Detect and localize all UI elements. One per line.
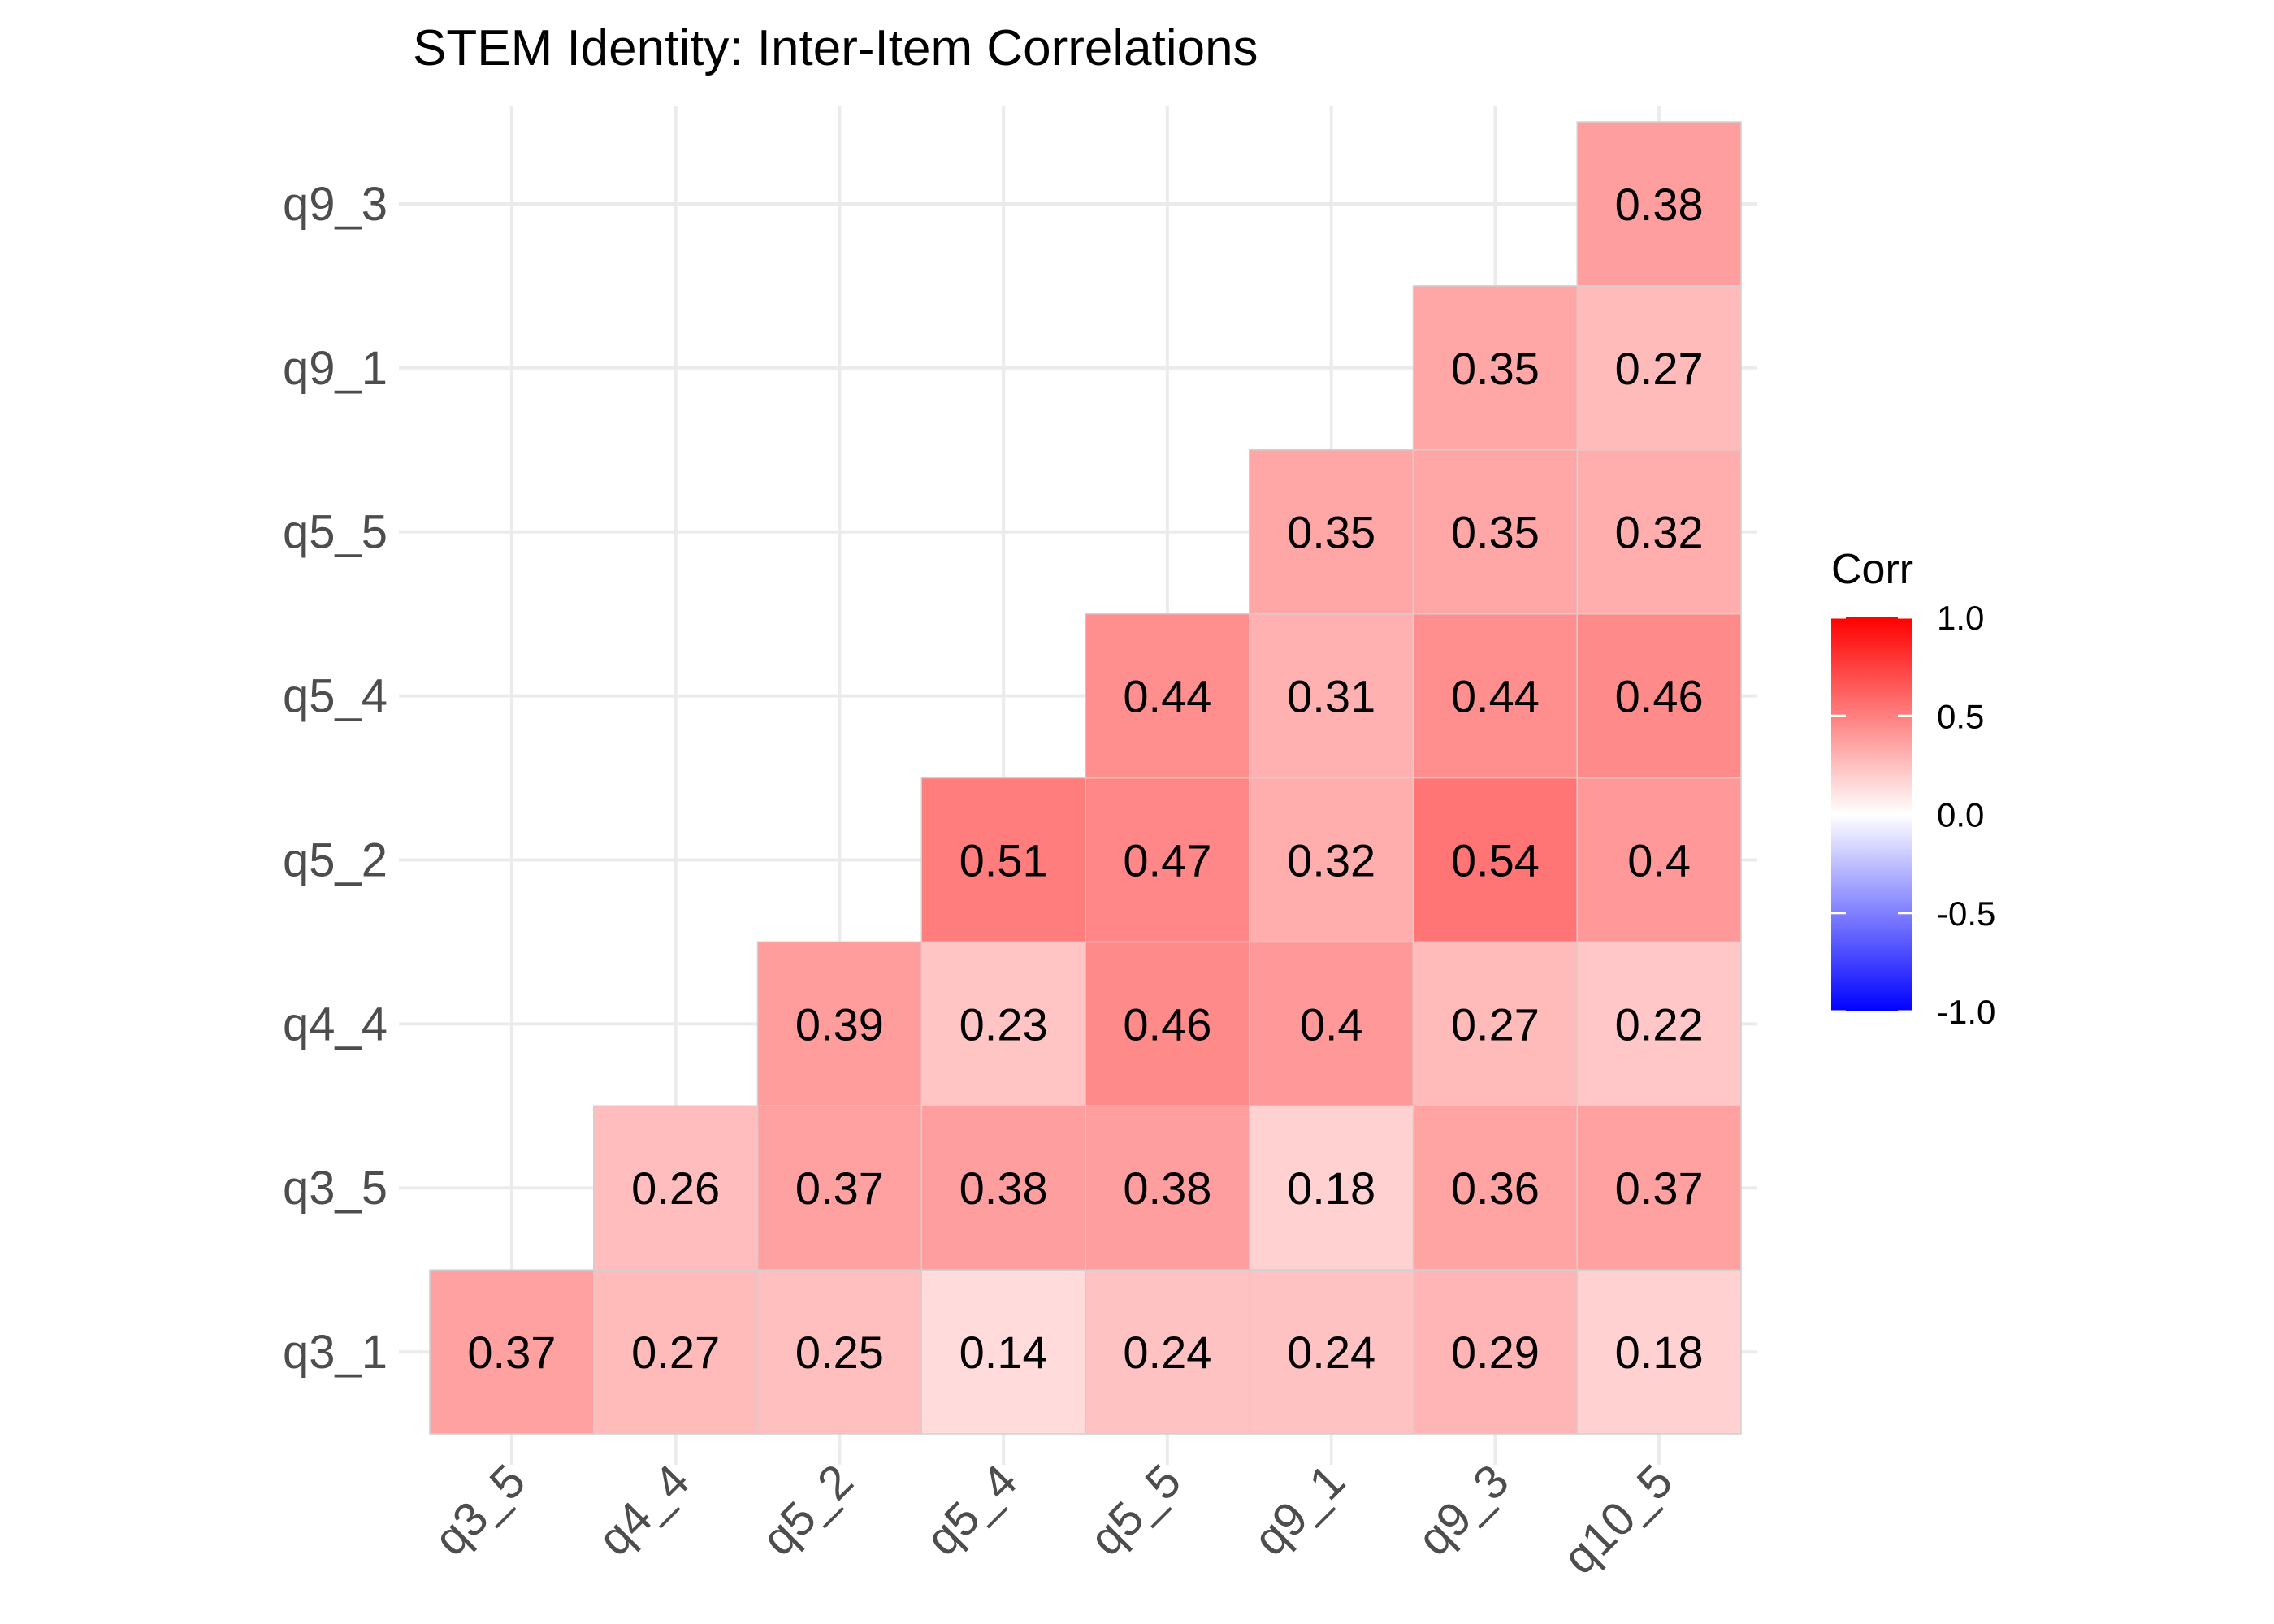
cell-value-label: 0.32	[1287, 834, 1375, 886]
heatmap-tile	[756, 1269, 922, 1435]
cell-value-label: 0.27	[631, 1327, 720, 1378]
cell-value-label: 0.26	[631, 1163, 720, 1214]
heatmap-tile	[920, 777, 1086, 943]
heatmap-tile	[1412, 1105, 1578, 1271]
heatmap-tile	[1576, 1105, 1742, 1271]
cell-value-label: 0.38	[1123, 1163, 1211, 1214]
heatmap-tile	[593, 1105, 759, 1271]
legend-tick-label: 1.0	[1937, 599, 1984, 637]
heatmap-tile	[756, 1105, 922, 1271]
cell-value-label: 0.27	[1451, 998, 1540, 1050]
cell-value-label: 0.22	[1615, 998, 1704, 1050]
x-axis: q3_5 q4_4 q5_2 q5_4 q5_5 q9_1 q9_3 q10_5	[424, 1450, 1683, 1584]
y-tick-label: q3_5	[283, 1162, 388, 1215]
y-tick-label: q5_2	[283, 834, 388, 886]
cell-labels: 0.37 0.27 0.25 0.14 0.24 0.24 0.29 0.18 0.26 0.37…	[467, 179, 1703, 1378]
cell-value-label: 0.38	[1615, 179, 1704, 230]
cell-value-label: 0.35	[1451, 507, 1540, 558]
cell-value-label: 0.18	[1287, 1163, 1375, 1214]
cell-value-label: 0.37	[795, 1163, 884, 1214]
heatmap-tile	[1085, 941, 1250, 1106]
x-tick-label: q5_4	[916, 1454, 1027, 1566]
cell-value-label: 0.44	[1123, 671, 1211, 722]
cell-value-label: 0.35	[1287, 507, 1375, 558]
cell-value-label: 0.27	[1615, 343, 1704, 394]
cell-value-label: 0.25	[795, 1327, 884, 1378]
y-tick-label: q5_4	[283, 670, 388, 723]
heatmap-tile	[1085, 613, 1250, 779]
x-tick-label: q9_1	[1244, 1454, 1355, 1566]
y-axis: q3_1 q3_5 q4_4 q5_2 q5_4 q5_5 q9_1 q9_3	[283, 178, 414, 1379]
heatmap-tile	[1249, 613, 1414, 779]
x-tick-label: q5_5	[1080, 1454, 1191, 1566]
heatmap-tile	[920, 1105, 1086, 1271]
heatmap-tile	[1576, 1269, 1742, 1435]
cell-value-label: 0.54	[1451, 834, 1540, 886]
cell-value-label: 0.24	[1287, 1327, 1375, 1378]
cell-value-label: 0.36	[1451, 1163, 1540, 1214]
heatmap-tile	[1412, 941, 1578, 1106]
heatmap-tile	[1576, 613, 1742, 779]
cell-value-label: 0.31	[1287, 671, 1375, 722]
cell-value-label: 0.44	[1451, 671, 1540, 722]
heatmap-tiles	[429, 121, 1742, 1435]
x-tick-label: q10_5	[1553, 1454, 1683, 1584]
heatmap-tile	[1576, 121, 1742, 287]
cell-value-label: 0.38	[959, 1163, 1048, 1214]
cell-value-label: 0.46	[1123, 998, 1211, 1050]
legend: Corr 1.0 0.5 0.0 -0.5 -1.0	[1831, 546, 1995, 1031]
cell-value-label: 0.4	[1627, 834, 1691, 886]
legend-tick-label: 0.5	[1937, 697, 1984, 735]
heatmap-tile	[1085, 1269, 1250, 1435]
chart-title: STEM Identity: Inter-Item Correlations	[413, 20, 1258, 76]
heatmap-tile	[1412, 449, 1578, 615]
heatmap-tile	[756, 941, 922, 1106]
heatmap-tile	[1576, 941, 1742, 1106]
y-tick-label: q9_1	[283, 342, 388, 395]
heatmap-tile	[1576, 777, 1742, 943]
x-tick-label: q3_5	[424, 1454, 535, 1566]
cell-value-label: 0.46	[1615, 671, 1704, 722]
heatmap-tile	[1412, 285, 1578, 451]
cell-value-label: 0.23	[959, 998, 1048, 1050]
y-tick-label: q5_5	[283, 506, 388, 559]
heatmap-tile	[1085, 777, 1250, 943]
heatmap-tile	[1249, 1269, 1414, 1435]
cell-value-label: 0.51	[959, 834, 1048, 886]
legend-tick-label: 0.0	[1937, 796, 1984, 834]
y-tick-label: q3_1	[283, 1326, 388, 1379]
legend-title: Corr	[1831, 546, 1913, 593]
y-tick-label: q9_3	[283, 178, 388, 231]
heatmap-tile	[1576, 285, 1742, 451]
x-tick-label: q4_4	[588, 1454, 700, 1566]
cell-value-label: 0.14	[959, 1327, 1048, 1378]
cell-value-label: 0.37	[1615, 1163, 1704, 1214]
cell-value-label: 0.39	[795, 998, 884, 1050]
legend-tick-label: -1.0	[1937, 993, 1995, 1031]
cell-value-label: 0.18	[1615, 1327, 1704, 1378]
heatmap-tile	[1249, 941, 1414, 1106]
heatmap-tile	[593, 1269, 759, 1435]
x-tick-label: q5_2	[752, 1454, 863, 1566]
heatmap-tile	[1085, 1105, 1250, 1271]
heatmap-tile	[1412, 1269, 1578, 1435]
heatmap-tile	[920, 941, 1086, 1106]
legend-ticks: 1.0 0.5 0.0 -0.5 -1.0	[1831, 599, 1995, 1031]
heatmap-tile	[429, 1269, 595, 1435]
legend-tick-label: -0.5	[1937, 894, 1995, 933]
heatmap-tile	[920, 1269, 1086, 1435]
x-tick-label: q9_3	[1407, 1454, 1518, 1566]
cell-value-label: 0.37	[467, 1327, 556, 1378]
cell-value-label: 0.29	[1451, 1327, 1540, 1378]
y-tick-label: q4_4	[283, 998, 388, 1050]
cell-value-label: 0.35	[1451, 343, 1540, 394]
cell-value-label: 0.4	[1300, 998, 1363, 1050]
cell-value-label: 0.47	[1123, 834, 1211, 886]
heatmap-tile	[1249, 1105, 1414, 1271]
heatmap-tile	[1249, 449, 1414, 615]
cell-value-label: 0.24	[1123, 1327, 1211, 1378]
cell-value-label: 0.32	[1615, 507, 1704, 558]
